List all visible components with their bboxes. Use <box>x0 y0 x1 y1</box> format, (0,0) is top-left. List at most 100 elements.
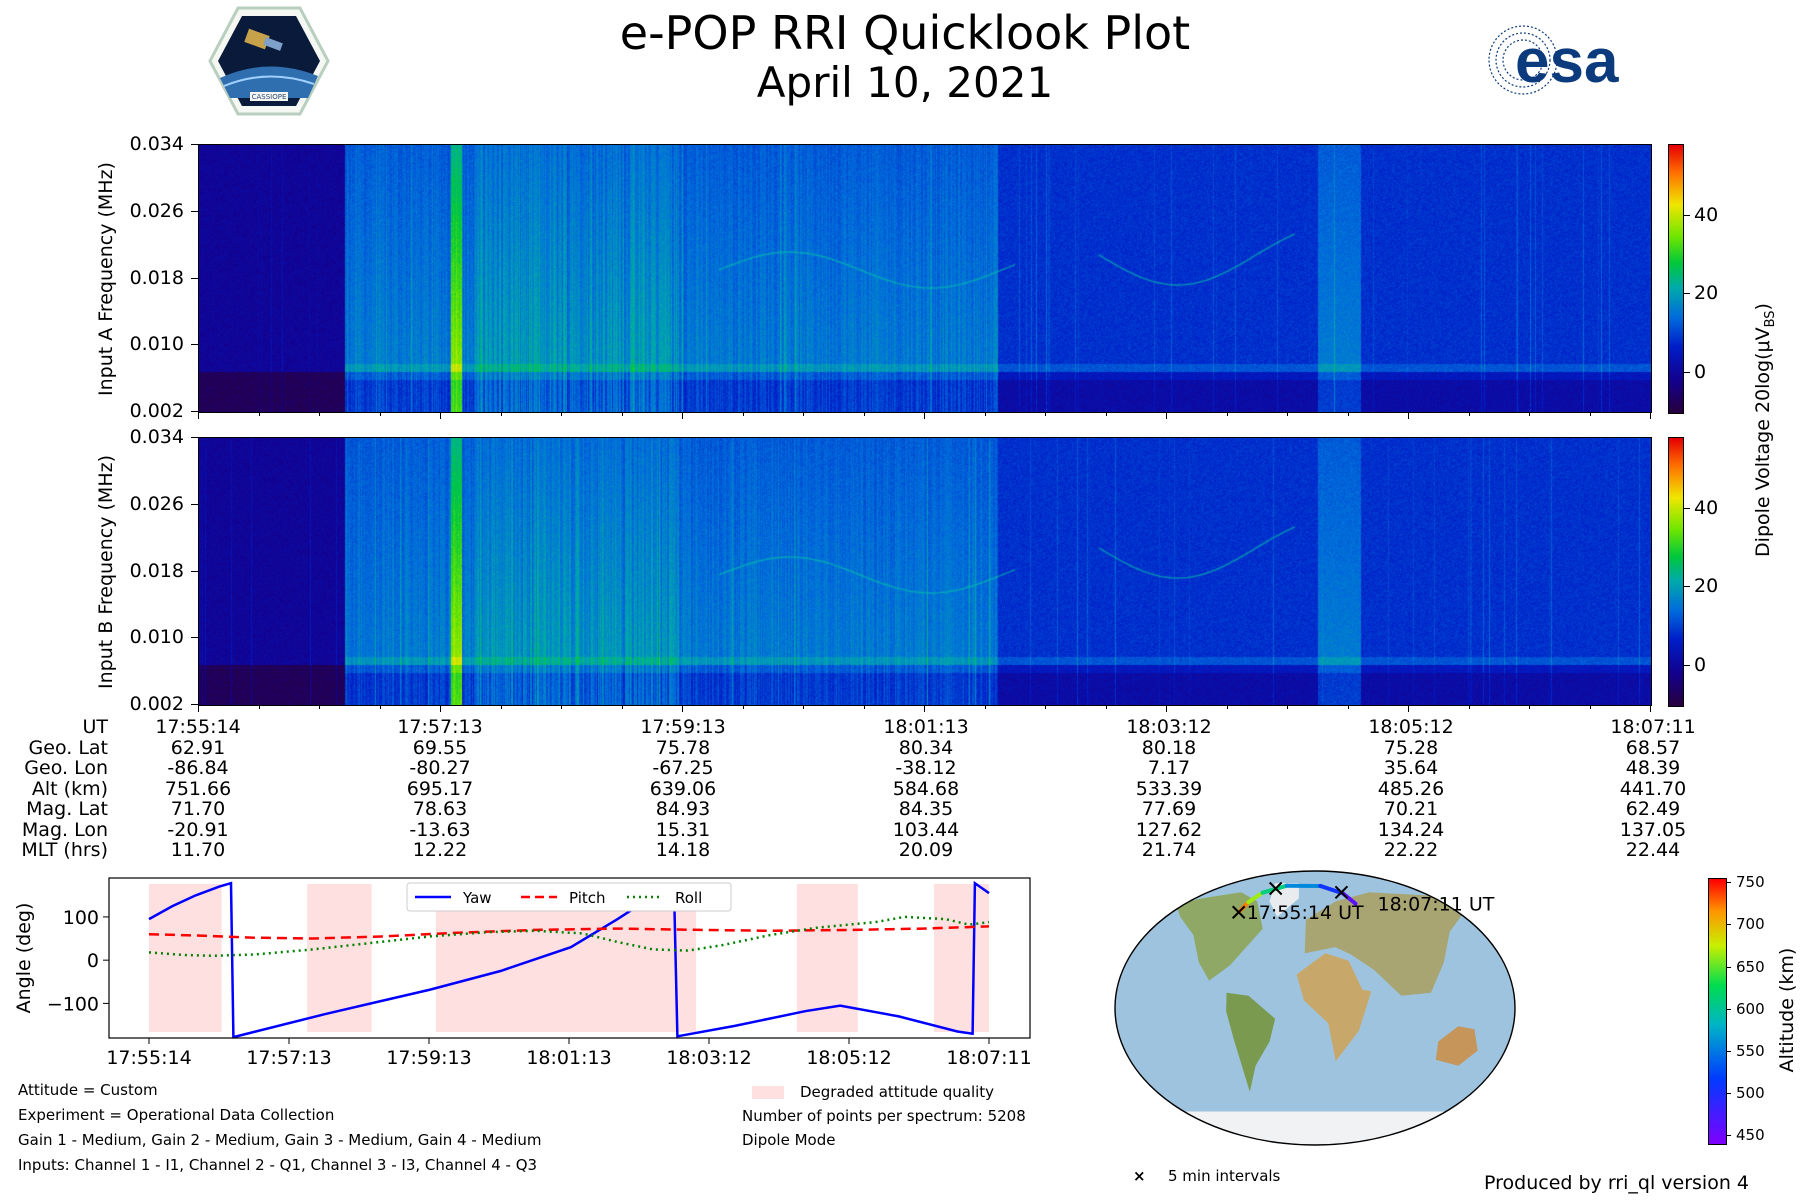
ephemeris-value: 17:59:13 <box>640 716 726 738</box>
ephemeris-value: -38.12 <box>895 757 957 779</box>
footer-produced-by: Produced by rri_ql version 4 <box>1484 1172 1749 1194</box>
legend-label: Pitch <box>569 889 606 907</box>
colorbar-tick-label: 0 <box>1694 360 1707 383</box>
x-tick-mark <box>621 412 623 416</box>
x-tick-mark <box>1226 412 1228 416</box>
ephemeris-row: Mag. Lat 71.70 78.63 84.93 84.35 77.69 70.21 62… <box>0 798 1800 820</box>
x-tick-mark <box>198 705 199 712</box>
orbit-track-segment <box>1246 890 1265 905</box>
ephemeris-value: 12.22 <box>412 839 468 861</box>
altitude-tick-label: 700 <box>1736 915 1765 934</box>
x-tick-mark <box>803 705 804 709</box>
y-tick-mark <box>191 344 198 346</box>
x-tick-mark <box>440 705 441 712</box>
colorbar-tick-mark <box>1684 664 1690 666</box>
ephemeris-value: 18:03:12 <box>1126 716 1212 738</box>
ephemeris-value: 35.64 <box>1383 757 1439 779</box>
ephemeris-value: 17:55:14 <box>155 716 241 738</box>
x-tick-mark <box>1287 412 1288 416</box>
ephemeris-value: -67.25 <box>652 757 714 779</box>
input-b-colorbar <box>1668 437 1684 707</box>
attitude-plot: 100 0 −100 17:55:14 17:57:13 17:59:13 18:01:13… <box>47 877 1032 1068</box>
x-tick-mark <box>379 412 381 416</box>
altitude-tick-mark <box>1726 1093 1731 1095</box>
x-tick-mark <box>1045 412 1046 416</box>
ephemeris-value: 7.17 <box>1147 757 1191 779</box>
ephemeris-value: 80.18 <box>1141 736 1197 759</box>
altitude-tick-label: 550 <box>1736 1042 1765 1060</box>
x-tick-label: 18:07:11 <box>946 1047 1031 1068</box>
x-tick-mark <box>198 412 199 419</box>
degraded-interval <box>149 884 222 1032</box>
x-tick-mark <box>1529 705 1530 709</box>
input-a-spectrogram <box>198 144 1652 413</box>
x-tick-mark <box>1468 705 1470 709</box>
x-tick-mark <box>1105 705 1107 709</box>
page-title: e-POP RRI Quicklook Plot <box>619 6 1191 60</box>
x-tick-mark <box>924 705 925 712</box>
colorbar-tick-mark <box>1684 507 1690 509</box>
ephemeris-label: Alt (km) <box>31 777 108 800</box>
y-tick-mark <box>191 144 198 145</box>
colorbar-tick-mark <box>1684 586 1690 588</box>
colorbar-tick-mark <box>1684 293 1690 295</box>
legend-label: Roll <box>675 889 702 907</box>
x-tick-mark <box>984 705 986 709</box>
greenland <box>1269 883 1299 917</box>
altitude-tick-label: 600 <box>1736 999 1765 1018</box>
x-tick-mark <box>803 412 804 416</box>
ephemeris-value: 22.44 <box>1625 839 1681 861</box>
x-tick-label: 18:01:13 <box>526 1047 611 1068</box>
ephemeris-label: MLT (hrs) <box>21 839 108 861</box>
track-end-label: 18:07:11 UT <box>1377 894 1494 916</box>
interval-marker <box>1334 885 1349 900</box>
altitude-tick-mark <box>1726 1135 1731 1137</box>
y-tick-mark <box>191 637 198 639</box>
x-tick-mark <box>1589 412 1591 416</box>
ephemeris-value: 84.35 <box>898 798 954 820</box>
interval-marker <box>1231 905 1246 919</box>
colorbar-tick-mark <box>1684 371 1690 373</box>
x-tick-mark <box>379 705 381 709</box>
ephemeris-value: 80.34 <box>898 736 954 759</box>
orbit-map: 17:55:14 UT 18:07:11 UT <box>1114 870 1516 1146</box>
x-tick-mark <box>1468 412 1470 416</box>
ephemeris-label: Geo. Lon <box>24 757 108 779</box>
x-tick-mark <box>561 412 562 416</box>
ephemeris-label: Mag. Lat <box>26 798 108 820</box>
dipole-title-main: Dipole Voltage 20log(μV <box>1752 327 1775 557</box>
marker-legend-symbol: × <box>1133 1167 1146 1185</box>
x-tick-mark <box>1408 705 1409 712</box>
ephemeris-row: Mag. Lon -20.91 -13.63 15.31 103.44 127.62 134… <box>0 818 1800 841</box>
orbit-track-segment <box>1318 883 1345 896</box>
input-b-spectrogram <box>198 437 1652 706</box>
altitude-tick-label: 650 <box>1736 957 1765 976</box>
ephemeris-label: UT <box>82 716 108 738</box>
ephemeris-value: 22.22 <box>1383 839 1439 861</box>
ephemeris-value: 62.49 <box>1625 798 1681 820</box>
legend-label: Yaw <box>462 889 492 907</box>
footer-attitude: Attitude = Custom <box>18 1081 158 1099</box>
x-tick-label: 17:57:13 <box>246 1047 331 1068</box>
ephemeris-value: 695.17 <box>406 777 474 800</box>
ephemeris-value: 84.93 <box>655 798 711 820</box>
altitude-tick-mark <box>1726 924 1731 926</box>
dipole-title-sub: BS <box>1762 310 1778 328</box>
series-pitch <box>148 925 990 940</box>
x-tick-mark <box>621 705 623 709</box>
colorbar-tick-label: 40 <box>1694 496 1719 519</box>
cassiope-logo: CASSIOPE <box>208 6 330 116</box>
x-tick-mark <box>863 705 865 709</box>
eurasia <box>1304 892 1468 996</box>
australia <box>1435 1026 1478 1066</box>
marker-legend-label: 5 min intervals <box>1168 1167 1281 1185</box>
x-tick-mark <box>1105 412 1107 416</box>
ephemeris-value: 17:57:13 <box>397 716 483 738</box>
x-tick-mark <box>319 705 320 709</box>
attitude-legend: Yaw Pitch Roll <box>406 882 732 912</box>
esa-logo: esa <box>1475 20 1695 100</box>
ephemeris-value: 15.31 <box>655 818 711 841</box>
ephemeris-row: UT 17:55:14 17:57:13 17:59:13 18:01:13 18:03:… <box>0 716 1800 738</box>
ephemeris-value: 18:01:13 <box>883 716 969 738</box>
ephemeris-value: 71.70 <box>170 798 226 820</box>
